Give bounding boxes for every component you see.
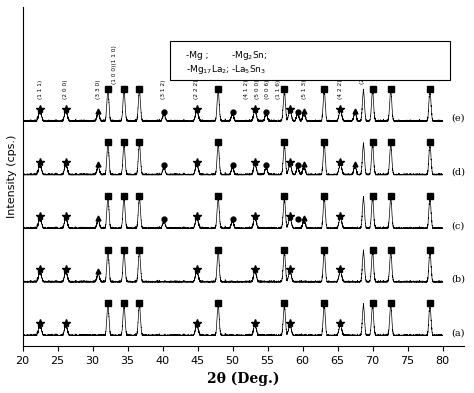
Text: -Mg$_{17}$La$_2$;: -Mg$_{17}$La$_2$; bbox=[186, 63, 229, 76]
Text: -Mg$_2$Sn;: -Mg$_2$Sn; bbox=[231, 49, 267, 62]
Text: (2 0 0): (2 0 0) bbox=[64, 79, 68, 99]
Text: (5 0 0): (5 0 0) bbox=[255, 79, 260, 99]
Text: (a): (a) bbox=[451, 328, 465, 337]
Text: (0 0 6): (0 0 6) bbox=[265, 80, 270, 99]
Y-axis label: Intensity (cps.): Intensity (cps.) bbox=[7, 135, 17, 219]
Text: (3 1 2): (3 1 2) bbox=[162, 80, 166, 99]
Text: (b): (b) bbox=[451, 275, 465, 284]
Text: (1 0 0)(1 1 0): (1 0 0)(1 1 0) bbox=[112, 45, 118, 84]
Text: -La$_5$Sn$_3$: -La$_5$Sn$_3$ bbox=[231, 63, 266, 76]
FancyBboxPatch shape bbox=[170, 41, 449, 80]
Text: (c): (c) bbox=[451, 221, 464, 230]
Text: (e): (e) bbox=[451, 114, 465, 123]
X-axis label: 2θ (Deg.): 2θ (Deg.) bbox=[207, 372, 279, 386]
Text: (2 0 1)(9 3 0): (2 0 1)(9 3 0) bbox=[360, 45, 365, 84]
Text: (1 1 1): (1 1 1) bbox=[37, 80, 43, 99]
Text: (4 1 2): (4 1 2) bbox=[244, 80, 249, 99]
Text: (1 1 6): (1 1 6) bbox=[275, 80, 281, 99]
Text: (2 2 2): (2 2 2) bbox=[194, 79, 200, 99]
Text: -Mg ;: -Mg ; bbox=[186, 51, 208, 60]
Text: (5 1 3)(6 4 2): (5 1 3)(6 4 2) bbox=[302, 60, 307, 99]
Text: (3 3 0): (3 3 0) bbox=[96, 79, 100, 99]
Text: (d): (d) bbox=[451, 167, 465, 176]
Text: (4 2 2): (4 2 2) bbox=[338, 79, 343, 99]
